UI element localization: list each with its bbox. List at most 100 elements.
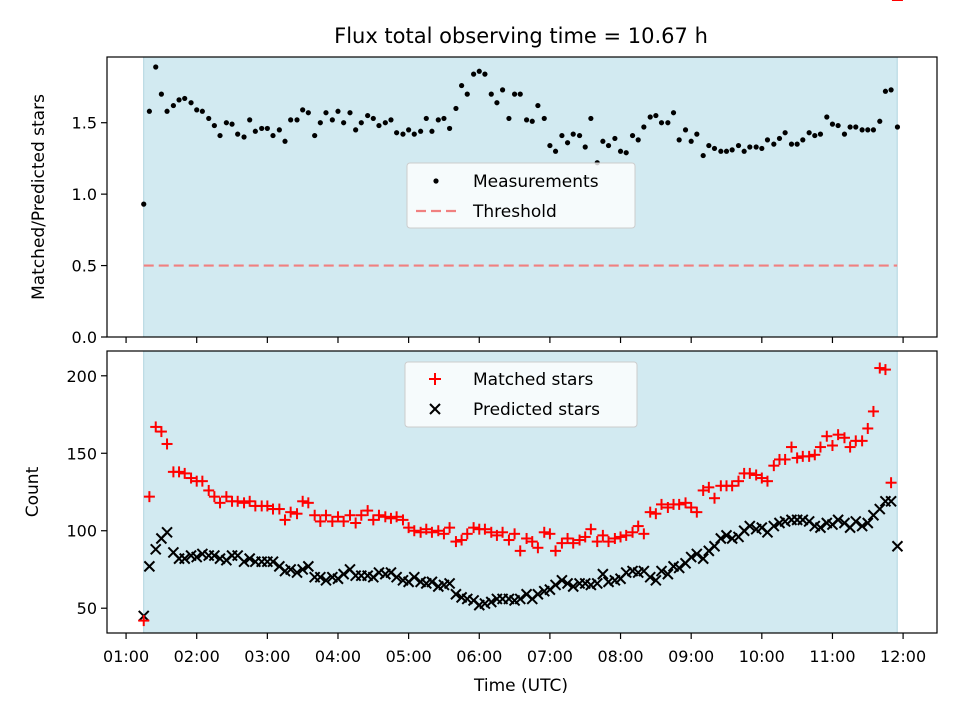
matched-point bbox=[415, 526, 427, 538]
measurement-point bbox=[252, 128, 258, 134]
predicted-point bbox=[337, 568, 350, 580]
matched-point bbox=[620, 529, 632, 541]
measurement-point bbox=[499, 87, 506, 93]
measurement-point bbox=[529, 118, 535, 124]
matched-point bbox=[785, 441, 797, 453]
matched-point bbox=[302, 497, 314, 509]
matched-point bbox=[338, 515, 350, 527]
measurement-point bbox=[653, 112, 659, 119]
measurement-point bbox=[559, 132, 565, 139]
matched-point bbox=[444, 522, 456, 534]
measurement-point bbox=[824, 114, 830, 120]
matched-point bbox=[450, 536, 462, 548]
measurement-point bbox=[264, 125, 270, 132]
predicted-point bbox=[874, 503, 886, 515]
measurement-point bbox=[182, 95, 188, 102]
matched-point bbox=[791, 452, 803, 464]
matched-point bbox=[632, 520, 644, 532]
matched-point bbox=[497, 526, 509, 538]
measurement-point bbox=[776, 135, 783, 142]
x-tick-label: 03:00 bbox=[244, 647, 290, 666]
measurement-point bbox=[423, 115, 429, 122]
matched-point bbox=[503, 534, 515, 546]
measurement-point bbox=[382, 120, 388, 126]
x-tick-label: 11:00 bbox=[809, 647, 855, 666]
measurement-point bbox=[788, 141, 795, 147]
matched-point bbox=[232, 495, 244, 507]
predicted-point bbox=[744, 520, 756, 532]
matched-point bbox=[844, 441, 856, 453]
predicted-point bbox=[267, 556, 279, 568]
measurement-point bbox=[694, 131, 700, 137]
measurement-point bbox=[665, 120, 671, 126]
measurement-point bbox=[511, 91, 518, 97]
matched-point bbox=[779, 453, 791, 465]
matched-point bbox=[397, 514, 409, 526]
matched-point bbox=[185, 472, 197, 484]
matched-point bbox=[196, 475, 208, 487]
predicted-point bbox=[567, 580, 579, 593]
measurement-point bbox=[235, 131, 241, 137]
measurement-point bbox=[446, 125, 453, 132]
matched-point bbox=[697, 484, 709, 496]
measurement-point bbox=[400, 131, 406, 137]
matched-point bbox=[744, 467, 756, 479]
predicted-point bbox=[597, 568, 609, 580]
matched-point bbox=[208, 491, 220, 503]
x-tick-label: 02:00 bbox=[174, 647, 220, 666]
measurement-point bbox=[747, 144, 753, 150]
chart-title: Flux total observing time = 10.67 h bbox=[334, 24, 708, 48]
matched-point bbox=[350, 517, 362, 529]
matched-point bbox=[761, 475, 773, 487]
matched-point bbox=[379, 511, 391, 523]
measurement-point bbox=[353, 127, 359, 133]
measurement-point bbox=[517, 91, 523, 97]
predicted-point bbox=[514, 593, 526, 605]
measurement-point bbox=[552, 148, 559, 154]
measurement-point bbox=[729, 147, 735, 153]
measurement-point bbox=[829, 121, 836, 127]
measurement-point bbox=[764, 137, 771, 143]
matched-point bbox=[638, 528, 650, 540]
matched-point bbox=[656, 498, 668, 510]
x-tick-label: 07:00 bbox=[527, 647, 573, 666]
predicted-point bbox=[768, 520, 780, 532]
x-tick-label: 06:00 bbox=[456, 647, 502, 666]
measurement-point bbox=[459, 82, 465, 89]
measurement-point bbox=[300, 107, 306, 113]
measurement-point bbox=[806, 130, 812, 136]
measurement-point bbox=[376, 122, 382, 129]
matched-point bbox=[367, 514, 379, 526]
predicted-point bbox=[178, 552, 191, 565]
measurement-point bbox=[547, 142, 553, 149]
matched-point bbox=[509, 528, 521, 540]
predicted-point bbox=[238, 556, 250, 568]
matched-point bbox=[214, 497, 226, 509]
matched-point bbox=[603, 536, 615, 548]
measurement-point bbox=[812, 132, 818, 139]
predicted-point bbox=[408, 571, 420, 583]
measurement-point bbox=[341, 120, 347, 126]
measurement-point bbox=[535, 102, 541, 109]
top-ylabel: Matched/Predicted stars bbox=[29, 94, 49, 300]
predicted-point bbox=[296, 563, 309, 576]
measurement-point bbox=[164, 108, 170, 114]
measurement-point bbox=[217, 132, 223, 139]
x-axis-label: Time (UTC) bbox=[473, 676, 568, 696]
measurement-point bbox=[564, 140, 571, 146]
measurement-point bbox=[617, 148, 624, 154]
matched-point bbox=[326, 515, 338, 527]
measurement-point bbox=[582, 144, 588, 150]
predicted-point bbox=[243, 552, 256, 565]
matched-point bbox=[591, 536, 603, 548]
measurement-point bbox=[211, 122, 217, 129]
measurement-point bbox=[623, 150, 629, 156]
matched-point bbox=[597, 529, 609, 541]
matched-point bbox=[650, 508, 662, 520]
measurement-point bbox=[294, 117, 300, 123]
matched-point bbox=[173, 466, 185, 478]
measurement-point bbox=[700, 152, 706, 159]
measurement-point bbox=[541, 115, 547, 122]
matched-point bbox=[673, 498, 685, 510]
legend-matched-marker bbox=[429, 373, 441, 385]
